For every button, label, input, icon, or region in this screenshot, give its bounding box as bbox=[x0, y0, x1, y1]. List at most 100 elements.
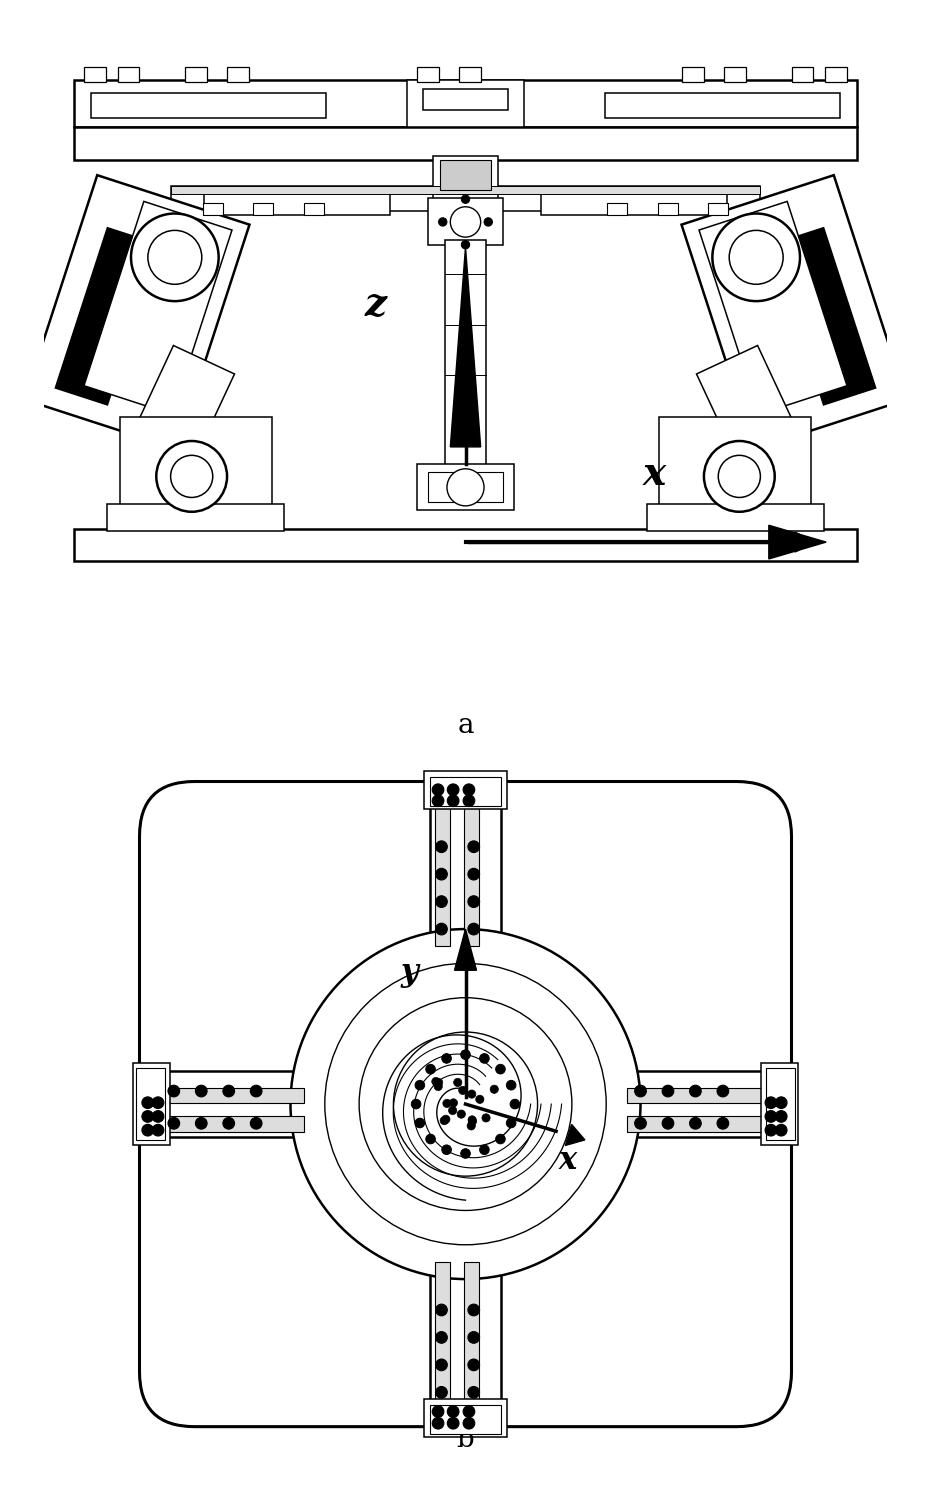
Circle shape bbox=[468, 1331, 479, 1343]
Circle shape bbox=[436, 1386, 447, 1398]
Bar bbox=[430, 1404, 501, 1434]
Circle shape bbox=[443, 1100, 451, 1107]
Bar bbox=[417, 67, 439, 82]
Circle shape bbox=[196, 1085, 207, 1097]
Circle shape bbox=[461, 195, 470, 203]
Circle shape bbox=[451, 207, 480, 237]
Circle shape bbox=[412, 1100, 421, 1109]
Circle shape bbox=[635, 1085, 646, 1097]
Text: a: a bbox=[457, 712, 474, 740]
Circle shape bbox=[196, 1118, 207, 1129]
Circle shape bbox=[447, 1417, 459, 1429]
Circle shape bbox=[510, 1100, 519, 1109]
Bar bbox=[425, 1399, 506, 1437]
Circle shape bbox=[441, 1115, 450, 1123]
Bar bbox=[427, 471, 504, 501]
Circle shape bbox=[461, 1149, 470, 1158]
Circle shape bbox=[765, 1125, 776, 1135]
Circle shape bbox=[717, 1085, 729, 1097]
Bar bbox=[430, 795, 501, 949]
Circle shape bbox=[440, 1116, 449, 1125]
Bar bbox=[825, 67, 847, 82]
Polygon shape bbox=[451, 248, 480, 448]
Bar bbox=[417, 464, 514, 510]
Circle shape bbox=[662, 1085, 674, 1097]
Bar bbox=[424, 90, 507, 110]
Circle shape bbox=[468, 895, 479, 907]
Bar bbox=[724, 67, 746, 82]
Bar bbox=[465, 1262, 479, 1410]
Circle shape bbox=[152, 1097, 164, 1109]
Circle shape bbox=[168, 1085, 180, 1097]
Circle shape bbox=[439, 218, 447, 227]
Circle shape bbox=[223, 1118, 235, 1129]
Circle shape bbox=[450, 1098, 457, 1107]
Bar bbox=[440, 161, 491, 189]
Bar bbox=[624, 1071, 777, 1137]
Polygon shape bbox=[55, 228, 159, 404]
Circle shape bbox=[484, 218, 492, 227]
Bar bbox=[459, 67, 480, 82]
Polygon shape bbox=[699, 201, 847, 415]
Bar bbox=[136, 1068, 165, 1140]
Bar bbox=[156, 1116, 304, 1131]
Circle shape bbox=[453, 1079, 462, 1086]
Circle shape bbox=[468, 1386, 479, 1398]
Circle shape bbox=[447, 783, 459, 795]
Circle shape bbox=[776, 1097, 787, 1109]
Circle shape bbox=[394, 1032, 537, 1176]
Circle shape bbox=[765, 1097, 776, 1109]
Circle shape bbox=[436, 1359, 447, 1371]
Circle shape bbox=[717, 1118, 729, 1129]
Bar bbox=[154, 1071, 307, 1137]
Circle shape bbox=[436, 868, 447, 880]
Circle shape bbox=[468, 868, 479, 880]
Circle shape bbox=[712, 213, 800, 301]
Circle shape bbox=[461, 1050, 470, 1059]
Text: x: x bbox=[559, 1146, 576, 1176]
Bar bbox=[84, 67, 106, 82]
Polygon shape bbox=[565, 1125, 585, 1146]
Circle shape bbox=[436, 841, 447, 852]
Circle shape bbox=[142, 1097, 154, 1109]
Bar bbox=[107, 504, 284, 531]
Bar bbox=[253, 203, 274, 215]
Circle shape bbox=[432, 795, 444, 807]
Circle shape bbox=[156, 442, 227, 512]
Bar bbox=[682, 67, 704, 82]
Bar bbox=[708, 203, 728, 215]
Circle shape bbox=[432, 1077, 440, 1086]
Circle shape bbox=[432, 1417, 444, 1429]
Bar bbox=[407, 81, 524, 127]
Circle shape bbox=[729, 230, 783, 285]
Bar bbox=[74, 528, 857, 561]
Circle shape bbox=[142, 1110, 154, 1122]
Circle shape bbox=[467, 1091, 476, 1098]
Circle shape bbox=[131, 213, 219, 301]
Bar bbox=[304, 203, 324, 215]
Circle shape bbox=[436, 895, 447, 907]
Circle shape bbox=[776, 1110, 787, 1122]
Circle shape bbox=[468, 1118, 477, 1125]
Circle shape bbox=[506, 1118, 516, 1128]
Bar bbox=[74, 81, 857, 127]
Circle shape bbox=[463, 1405, 475, 1417]
Circle shape bbox=[432, 1405, 444, 1417]
Bar bbox=[766, 1068, 795, 1140]
Circle shape bbox=[447, 468, 484, 506]
Circle shape bbox=[434, 1082, 442, 1091]
Circle shape bbox=[425, 1064, 436, 1074]
Circle shape bbox=[765, 1110, 776, 1122]
Polygon shape bbox=[124, 346, 235, 480]
Bar bbox=[185, 67, 207, 82]
Polygon shape bbox=[24, 175, 250, 449]
Circle shape bbox=[479, 1144, 489, 1155]
Text: z: z bbox=[364, 286, 386, 324]
Circle shape bbox=[461, 240, 470, 249]
Circle shape bbox=[250, 1085, 262, 1097]
Circle shape bbox=[482, 1115, 490, 1122]
Bar bbox=[90, 93, 327, 118]
Circle shape bbox=[463, 795, 475, 807]
Circle shape bbox=[459, 1086, 467, 1095]
Bar bbox=[117, 67, 140, 82]
